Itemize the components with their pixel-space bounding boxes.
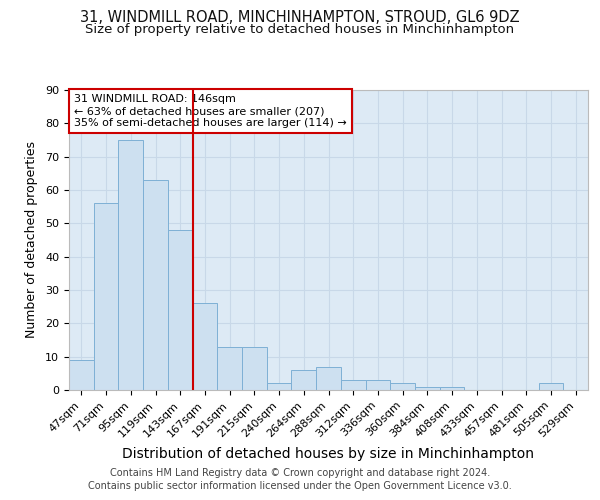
Y-axis label: Number of detached properties: Number of detached properties — [25, 142, 38, 338]
Bar — [118, 140, 143, 390]
Bar — [390, 384, 415, 390]
X-axis label: Distribution of detached houses by size in Minchinhampton: Distribution of detached houses by size … — [122, 447, 535, 461]
Bar — [292, 370, 316, 390]
Bar — [267, 384, 292, 390]
Text: 31, WINDMILL ROAD, MINCHINHAMPTON, STROUD, GL6 9DZ: 31, WINDMILL ROAD, MINCHINHAMPTON, STROU… — [80, 10, 520, 25]
Bar — [69, 360, 94, 390]
Bar — [242, 346, 267, 390]
Text: Contains HM Land Registry data © Crown copyright and database right 2024.: Contains HM Land Registry data © Crown c… — [110, 468, 490, 477]
Bar — [217, 346, 242, 390]
Bar — [168, 230, 193, 390]
Bar — [341, 380, 365, 390]
Bar — [440, 386, 464, 390]
Text: 31 WINDMILL ROAD: 146sqm
← 63% of detached houses are smaller (207)
35% of semi-: 31 WINDMILL ROAD: 146sqm ← 63% of detach… — [74, 94, 347, 128]
Bar — [143, 180, 168, 390]
Text: Contains public sector information licensed under the Open Government Licence v3: Contains public sector information licen… — [88, 481, 512, 491]
Text: Size of property relative to detached houses in Minchinhampton: Size of property relative to detached ho… — [85, 22, 515, 36]
Bar — [365, 380, 390, 390]
Bar — [415, 386, 440, 390]
Bar — [316, 366, 341, 390]
Bar — [94, 204, 118, 390]
Bar — [193, 304, 217, 390]
Bar — [539, 384, 563, 390]
